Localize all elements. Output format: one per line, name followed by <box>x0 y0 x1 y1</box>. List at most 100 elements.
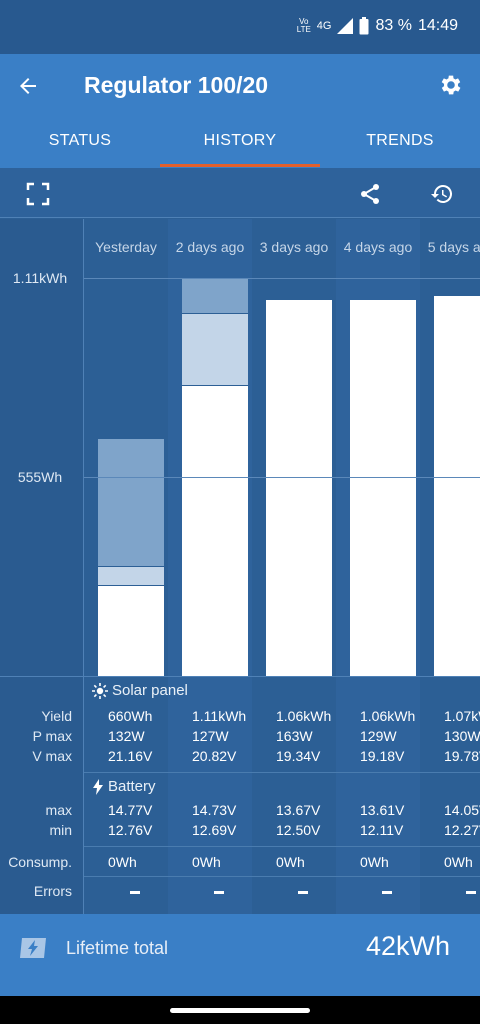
history-icon[interactable] <box>430 182 454 206</box>
divider <box>84 876 480 877</box>
day-label: 3 days ago <box>259 239 329 255</box>
system-nav-bar <box>0 996 480 1024</box>
history-table: Solar panel Yield P max V max Battery ma… <box>0 676 480 915</box>
tab-history[interactable]: HISTORY <box>203 132 277 149</box>
bar-segment <box>434 295 480 676</box>
day-label: 4 days ago <box>343 239 413 255</box>
bar-segment <box>182 385 248 676</box>
bar-segment <box>182 313 248 386</box>
day-label: 5 days ago <box>427 239 480 255</box>
day-column[interactable]: 4 days ago <box>336 219 420 676</box>
row-label-pmax: P max <box>32 728 72 744</box>
active-tab-indicator <box>160 164 320 167</box>
tab-trends[interactable]: TRENDS <box>366 132 434 149</box>
bar-segment <box>350 299 416 676</box>
table-cell-bmax: 13.61V <box>360 802 405 818</box>
table-cell-yield: 1.11kWh <box>192 708 247 724</box>
day-column[interactable]: 3 days ago <box>252 219 336 676</box>
fullscreen-icon[interactable] <box>26 182 50 206</box>
table-cell-consump: 0Wh <box>444 854 473 870</box>
table-cell-consump: 0Wh <box>192 854 221 870</box>
home-gesture-pill[interactable] <box>170 1008 310 1013</box>
sun-icon <box>92 682 108 699</box>
table-cell-bmin: 12.76V <box>108 822 153 838</box>
table-cell-consump: 0Wh <box>108 854 137 870</box>
bar-segment <box>182 278 248 314</box>
row-label-battery-max: max <box>45 802 72 818</box>
table-cell-bmin: 12.50V <box>276 822 321 838</box>
lifetime-total-label: Lifetime total <box>66 938 169 958</box>
table-column <box>420 677 480 915</box>
battery-percentage: 83 % <box>375 17 412 34</box>
table-cell-pmax: 132W <box>108 728 145 744</box>
error-none-dash <box>382 891 392 894</box>
y-tick-label: 555Wh <box>17 469 63 485</box>
y-tick-label: 1.11kWh <box>12 270 68 286</box>
table-column <box>84 677 168 915</box>
table-cell-consump: 0Wh <box>360 854 389 870</box>
network-type-label: 4G <box>316 20 332 32</box>
table-cell-vmax: 19.34V <box>276 748 321 764</box>
signal-icon <box>337 18 354 34</box>
table-cell-yield: 660Wh <box>108 708 153 724</box>
row-label-errors: Errors <box>33 883 72 899</box>
table-cell-vmax: 19.18V <box>360 748 405 764</box>
day-column[interactable]: Yesterday <box>84 219 168 676</box>
error-none-dash <box>214 891 224 894</box>
tab-status[interactable]: STATUS <box>48 132 112 149</box>
tab-bar: STATUS HISTORY TRENDS <box>0 116 480 168</box>
battery-section-header: Battery <box>92 778 156 795</box>
error-none-dash <box>466 891 476 894</box>
day-label: 2 days ago <box>175 239 245 255</box>
table-cell-pmax: 129W <box>360 728 397 744</box>
table-cell-vmax: 21.16V <box>108 748 153 764</box>
table-column <box>252 677 336 915</box>
table-column <box>168 677 252 915</box>
table-cell-yield: 1.06kWh <box>276 708 332 724</box>
error-none-dash <box>298 891 308 894</box>
row-label-consumption: Consump. <box>8 854 72 870</box>
table-cell-bmax: 14.77V <box>108 802 153 818</box>
table-column <box>336 677 420 915</box>
bar-segment <box>266 299 332 676</box>
arrow-back-icon[interactable] <box>16 74 40 98</box>
gear-icon[interactable] <box>438 72 464 98</box>
divider <box>84 772 480 773</box>
table-cell-vmax: 20.82V <box>192 748 237 764</box>
history-chart: Yesterday 2 days ago 3 days ago 4 days ago 5… <box>0 219 480 676</box>
battery-icon <box>359 17 369 35</box>
lightning-badge-icon <box>20 938 46 958</box>
table-cell-bmin: 12.27V <box>444 822 480 838</box>
table-cell-bmax: 14.05V <box>444 802 480 818</box>
status-bar: Vo LTE 4G 83 % 14:49 <box>0 0 480 54</box>
day-label: Yesterday <box>95 239 157 255</box>
row-label-yield: Yield <box>41 708 72 724</box>
gridline-max <box>84 278 480 279</box>
page-title: Regulator 100/20 <box>84 72 269 98</box>
table-cell-vmax: 19.78V <box>444 748 480 764</box>
battery-section-title: Battery <box>108 778 156 795</box>
day-column[interactable]: 5 days ago <box>420 219 480 676</box>
clock: 14:49 <box>417 17 458 34</box>
table-cell-consump: 0Wh <box>276 854 305 870</box>
app-bar: Regulator 100/20 STATUS HISTORY TRENDS <box>0 54 480 168</box>
table-cell-bmax: 14.73V <box>192 802 237 818</box>
bar-segment <box>98 439 164 567</box>
chart-toolbar <box>0 168 480 218</box>
gridline-mid <box>84 477 480 478</box>
bar-segment <box>98 566 164 587</box>
table-cell-yield: 1.06kWh <box>360 708 416 724</box>
divider <box>84 846 480 847</box>
day-column[interactable]: 2 days ago <box>168 219 252 676</box>
y-axis <box>0 219 84 676</box>
table-cell-bmin: 12.69V <box>192 822 237 838</box>
solar-section-header: Solar panel <box>92 682 188 699</box>
bar-segment <box>98 586 164 676</box>
table-cell-bmax: 13.67V <box>276 802 321 818</box>
table-cell-yield: 1.07kWh <box>444 708 480 724</box>
error-none-dash <box>130 891 140 894</box>
table-cell-bmin: 12.11V <box>360 822 404 838</box>
share-icon[interactable] <box>358 182 382 206</box>
row-label-battery-min: min <box>49 822 72 838</box>
solar-section-title: Solar panel <box>112 682 188 699</box>
